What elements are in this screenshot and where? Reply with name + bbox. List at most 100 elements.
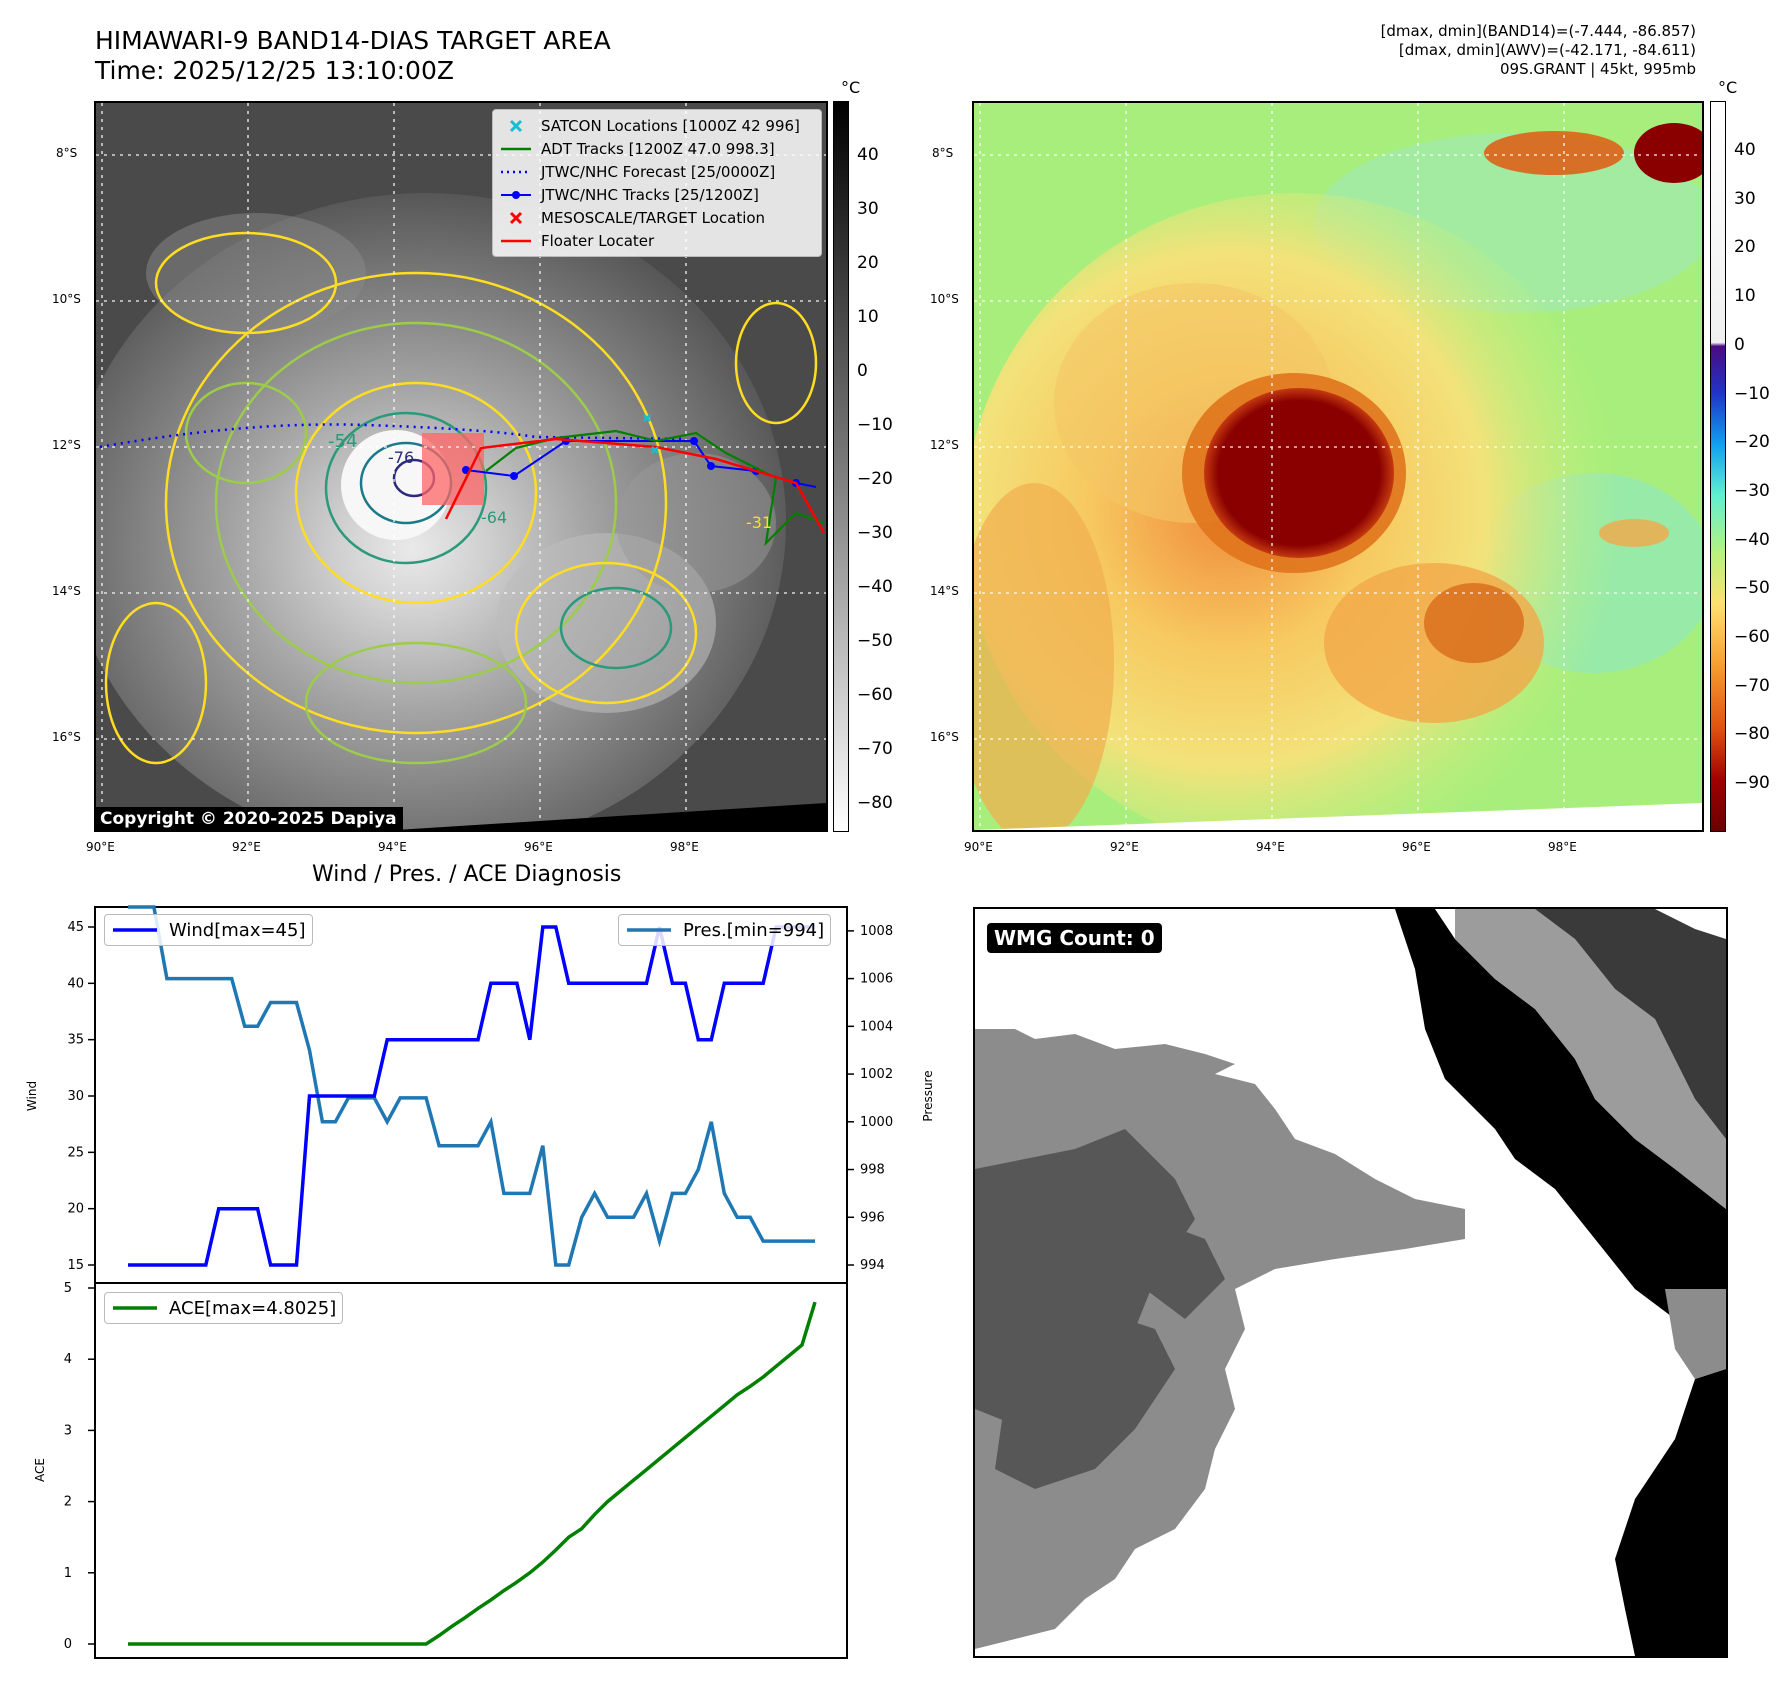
lat-tick: 12°S (52, 438, 81, 452)
lon-tick: 90°E (86, 840, 115, 854)
line-marker-icon (501, 239, 531, 242)
contour-label: -31 (746, 513, 772, 532)
copyright-label: Copyright © 2020-2025 Dapiya (96, 807, 403, 830)
pressure-tick-label: 1002 (860, 1067, 893, 1082)
lon-tick: 90°E (964, 840, 993, 854)
legend-item-floater: Floater Locater (501, 229, 813, 252)
wind-axis-label: Wind (25, 1081, 39, 1111)
line-marker-icon (113, 928, 157, 932)
colorbar-tick-label: −40 (1734, 529, 1770, 550)
lon-tick: 98°E (670, 840, 699, 854)
ace-series-line (128, 1301, 817, 1646)
ace-tick-label: 1 (64, 1566, 72, 1581)
floater-locater-track (444, 437, 826, 534)
wind-tick-label: 25 (67, 1145, 84, 1160)
awv-range: [dmax, dmin](AWV)=(-42.171, -84.611) (1398, 41, 1696, 59)
colorbar-tick-label: 20 (857, 253, 879, 273)
lon-tick: 92°E (232, 840, 261, 854)
pressure-axis-label: Pressure (921, 1070, 935, 1121)
ace-tick-label: 0 (64, 1637, 72, 1652)
contour-label: -64 (481, 508, 507, 527)
colorbar-unit: °C (1718, 78, 1738, 97)
colorbar-tick-label: 30 (857, 199, 879, 219)
lat-tick: 16°S (930, 730, 959, 744)
colorbar-tick-label: 10 (857, 307, 879, 327)
colorbar-tick-label: −50 (857, 631, 893, 651)
pressure-tick-label: 996 (860, 1210, 885, 1225)
colorbar-tick-label: −60 (1734, 627, 1770, 647)
colorbar-tick-label: −30 (857, 523, 893, 543)
wind-series-line (128, 925, 815, 1267)
pressure-legend: Pres.[min=994] (618, 914, 832, 946)
colorbar-tick-label: −30 (1734, 480, 1770, 501)
colorbar-tick-label: −20 (857, 469, 893, 489)
storm-info: 09S.GRANT | 45kt, 995mb (1499, 60, 1696, 78)
pressure-tick-label: 1000 (860, 1115, 893, 1130)
lon-tick: 94°E (1256, 840, 1285, 854)
line-marker-icon (627, 928, 671, 932)
colorbar-tick-label: −80 (857, 793, 893, 813)
ace-axis-label: ACE (33, 1458, 47, 1482)
colorbar-tick-label: −70 (1734, 675, 1770, 696)
legend-item-adt: ADT Tracks [1200Z 47.0 998.3] (501, 137, 813, 160)
line-marker-icon (501, 147, 531, 150)
wind-legend: Wind[max=45] (104, 914, 313, 946)
colorbar-tick-label: 0 (1734, 334, 1745, 355)
awv-colorbar (1710, 101, 1726, 832)
pressure-tick-label: 994 (860, 1258, 885, 1273)
data-range-info: [dmax, dmin](BAND14)=(-7.444, -86.857) [… (1381, 22, 1696, 79)
satcon-markers (643, 414, 659, 454)
map-legend: SATCON Locations [1000Z 42 996] ADT Trac… (492, 109, 822, 257)
wind-tick-label: 15 (67, 1258, 84, 1273)
grayscale-colorbar (833, 101, 849, 832)
x-marker-icon (509, 119, 523, 132)
wmg-imagery (975, 909, 1726, 1656)
colorbar-tick-label: −20 (1734, 432, 1770, 453)
diagnosis-title: Wind / Pres. / ACE Diagnosis (312, 862, 622, 887)
jtwc-forecast-track (99, 423, 687, 449)
lat-tick: 10°S (52, 292, 81, 306)
wmg-count-badge: WMG Count: 0 (987, 923, 1162, 953)
colorbar-tick-label: 10 (1734, 286, 1756, 307)
lat-tick: 14°S (930, 584, 959, 598)
pressure-tick-label: 998 (860, 1163, 885, 1178)
colorbar-unit: °C (841, 78, 861, 97)
figure-title: HIMAWARI-9 BAND14-DIAS TARGET AREA (95, 26, 611, 55)
ace-legend: ACE[max=4.8025] (104, 1292, 344, 1324)
awv-map (972, 101, 1704, 832)
colorbar-tick-label: 0 (857, 361, 868, 381)
contour-label: -76 (388, 448, 414, 467)
map-gridlines (974, 103, 1702, 830)
lat-tick: 14°S (52, 584, 81, 598)
pressure-tick-label: 1006 (860, 972, 893, 987)
wind-tick-label: 35 (67, 1033, 84, 1048)
colorbar-tick-label: 40 (1734, 140, 1756, 160)
ace-tick-label: 3 (64, 1423, 72, 1438)
colorbar-tick-label: −50 (1734, 578, 1770, 599)
colorbar-tick-label: −60 (857, 685, 893, 705)
wmg-panel: WMG Count: 0 (973, 907, 1728, 1658)
pressure-tick-label: 1004 (860, 1019, 893, 1034)
legend-item-mesoscale: MESOSCALE/TARGET Location (501, 206, 813, 229)
legend-item-jtwc-tracks: JTWC/NHC Tracks [25/1200Z] (501, 183, 813, 206)
legend-item-satcon: SATCON Locations [1000Z 42 996] (501, 114, 813, 137)
figure-time: Time: 2025/12/25 13:10:00Z (95, 56, 454, 85)
colorbar-tick-label: 30 (1734, 188, 1756, 209)
ace-tick-label: 2 (64, 1495, 72, 1510)
ace-axes (94, 1282, 848, 1659)
line-dot-icon (501, 190, 531, 199)
wind-tick-label: 40 (67, 976, 84, 991)
diagnosis-chart: 1520253035404599499699810001002100410061… (25, 905, 935, 1659)
lat-tick: 8°S (932, 146, 954, 160)
band14-map: -54 -76 -64 -31 Copyright © 2020-2025 Da… (94, 101, 828, 832)
lon-tick: 96°E (1402, 840, 1431, 854)
lat-tick: 10°S (930, 292, 959, 306)
line-marker-icon (113, 1306, 157, 1310)
lat-tick: 16°S (52, 730, 81, 744)
wind-pres-axes (94, 906, 848, 1286)
colorbar-tick-label: −10 (1734, 383, 1770, 404)
contour-label: -54 (328, 431, 357, 452)
ace-tick-label: 5 (64, 1281, 72, 1296)
wind-tick-label: 45 (67, 920, 84, 935)
dotted-line-icon (501, 170, 531, 173)
